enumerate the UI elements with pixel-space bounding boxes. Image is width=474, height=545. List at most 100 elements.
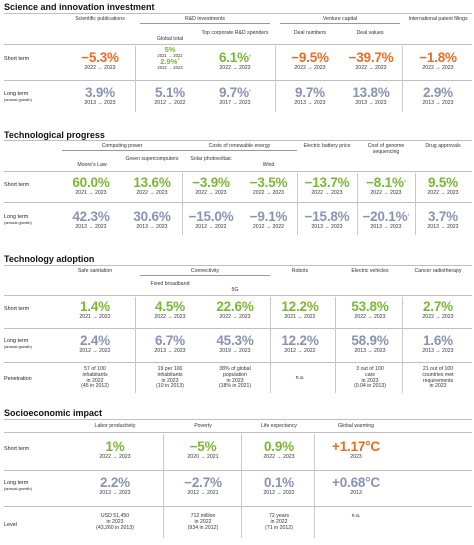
value-cell: 2.4% 2012 → 2022 bbox=[79, 333, 111, 355]
header-global-warming: Global warming bbox=[337, 423, 375, 429]
value-cell: 1% 2022 → 2023 bbox=[99, 439, 131, 461]
value-cell: 9.7% 2013 → 2023 bbox=[294, 85, 326, 107]
group-rule bbox=[62, 150, 182, 151]
row-label-long: Long term (annual growth) bbox=[4, 214, 32, 225]
value-cell: −15.8% 2013 → 2023 bbox=[304, 209, 350, 231]
level-text: USD 51,450 in 2023 (43,260 in 2013) bbox=[96, 513, 134, 531]
row-label-penetration: Penetration bbox=[4, 376, 32, 382]
header-patent-filings: International patent filings bbox=[408, 16, 468, 22]
header-ev: Electric vehicles bbox=[351, 268, 389, 274]
group-rule bbox=[182, 150, 297, 151]
header-genome: Cost of genome sequencing bbox=[367, 143, 405, 155]
divider bbox=[4, 295, 472, 296]
header-wind: Wind bbox=[262, 162, 275, 168]
value-cell: 2.9% 2013 → 2023 bbox=[422, 85, 454, 107]
column-divider bbox=[297, 173, 298, 235]
section-science: Science and innovation investment Scient… bbox=[0, 0, 474, 130]
value-cell: −5% 2020 → 2021 bbox=[187, 439, 219, 461]
value-cell: −2.7% 2012 → 2021 bbox=[184, 475, 222, 497]
value-cell: 1.4% 2021 → 2022 bbox=[79, 299, 111, 321]
header-green-supercomputers: Green supercomputers bbox=[125, 156, 179, 162]
group-venture-capital: Venture capital bbox=[322, 16, 358, 22]
value-cell: 13.8% 2013 → 2023 bbox=[352, 85, 390, 107]
row-label-short: Short term bbox=[4, 182, 30, 188]
penetration-text: 19 per 100 inhabitants in 2023 (10 in 20… bbox=[156, 366, 184, 390]
penetration-text: 57 of 100 inhabitants in 2022 (45 in 201… bbox=[81, 366, 109, 390]
value-cell: −9.1% 2012 → 2022 bbox=[249, 209, 288, 231]
column-divider bbox=[335, 297, 336, 393]
column-divider bbox=[402, 297, 403, 393]
divider bbox=[4, 44, 472, 45]
level-text: 72 years in 2022 (71 in 2012) bbox=[265, 513, 293, 531]
column-divider bbox=[135, 46, 136, 112]
header-labor-productivity: Labor productivity bbox=[94, 423, 136, 429]
divider bbox=[4, 328, 472, 329]
value-cell: 0.9% 2022 → 2023 bbox=[263, 439, 295, 461]
group-rule bbox=[140, 23, 270, 24]
value-cell: 53.8% 2022 → 2023 bbox=[351, 299, 389, 321]
column-divider bbox=[314, 434, 315, 538]
group-computing-power: Computing power bbox=[101, 143, 143, 149]
value-cell: 6.7% 2013 → 2023 bbox=[154, 333, 186, 355]
value-cell: 13.6% 2022 → 2023 bbox=[133, 175, 171, 197]
penetration-text: 38% of global population in 2023 (18% in… bbox=[218, 366, 252, 390]
value-cell: 5.1% 2012 → 2022 bbox=[154, 85, 186, 107]
column-divider bbox=[415, 173, 416, 235]
value-cell: 45.3% 2019 → 2023 bbox=[216, 333, 254, 355]
section-title: Technological progress bbox=[4, 130, 105, 140]
value-cell: 30.6% 2013 → 2023 bbox=[133, 209, 171, 231]
row-label-short: Short term bbox=[4, 56, 30, 62]
column-divider bbox=[357, 173, 358, 235]
row-label-level: Level bbox=[4, 522, 17, 528]
value-cell: −5.3% 2022 → 2023 bbox=[81, 50, 119, 72]
value-cell: 58.9% 2013 → 2023 bbox=[351, 333, 389, 355]
value-cell: −1.8% 2022 → 2023 bbox=[419, 50, 457, 72]
value-cell: −3.5% 2022 → 2023 bbox=[249, 175, 288, 197]
value-cell: 42.3% 2013 → 2023 bbox=[72, 209, 110, 231]
penetration-text: 3 out of 100 cars in 2023 (0.04 in 2013) bbox=[353, 366, 386, 390]
divider bbox=[4, 419, 472, 420]
column-divider bbox=[163, 434, 164, 538]
value-cell: 2.2% 2013 → 2023 bbox=[99, 475, 131, 497]
header-poverty: Poverty bbox=[194, 423, 212, 429]
value-cell: 12.2% 2021 → 2022 bbox=[281, 299, 319, 321]
value-cell: −3.9% 2022 → 2023 bbox=[192, 175, 230, 197]
column-divider bbox=[241, 434, 242, 538]
divider bbox=[4, 140, 472, 141]
column-divider bbox=[275, 46, 276, 112]
header-deal-values: Deal values bbox=[356, 30, 384, 36]
value-cell: 2.7% 2022 → 2023 bbox=[422, 299, 454, 321]
row-label-long: Long term (annual growth) bbox=[4, 338, 32, 349]
row-label-long: Long term (annual growth) bbox=[4, 480, 32, 491]
group-rule bbox=[140, 275, 270, 276]
section-title: Science and innovation investment bbox=[4, 2, 155, 12]
header-5g: 5G bbox=[231, 287, 239, 293]
value-cell: 4.5% 2022 → 2023 bbox=[154, 299, 186, 321]
row-label-short: Short term bbox=[4, 306, 30, 312]
column-divider bbox=[402, 46, 403, 112]
value-cell: 6.1%* 2022 → 2023 bbox=[218, 50, 252, 72]
value-cell: 9.7%* 2017 → 2023 bbox=[218, 85, 252, 107]
level-text: n.a. bbox=[351, 513, 361, 519]
section-tech: Technological progress Computing power C… bbox=[0, 126, 474, 246]
divider bbox=[4, 80, 472, 81]
divider bbox=[4, 506, 472, 507]
header-moores-law: Moore's Law bbox=[77, 162, 107, 168]
divider bbox=[4, 171, 472, 172]
section-title: Socioeconomic impact bbox=[4, 408, 103, 418]
value-cell: −9.5% 2022 → 2023 bbox=[291, 50, 329, 72]
value-cell: −8.1%* 2022 → 2023 bbox=[366, 175, 406, 197]
value-cell: 9.5% 2022 → 2023 bbox=[427, 175, 459, 197]
value-cell: −15.0% 2012 → 2022 bbox=[188, 209, 234, 231]
divider bbox=[4, 362, 472, 363]
header-deal-numbers: Deal numbers bbox=[293, 30, 327, 36]
divider bbox=[4, 432, 472, 433]
header-corporate-rd: Top corporate R&D spenders bbox=[201, 30, 269, 36]
header-global-total: Global total bbox=[156, 36, 184, 42]
divider bbox=[4, 202, 472, 203]
header-battery: Electric battery price bbox=[303, 143, 351, 149]
divider bbox=[4, 13, 472, 14]
penetration-text: 21 out of 100 countries met requirements… bbox=[422, 366, 454, 390]
header-publications: Scientific publications bbox=[75, 16, 125, 22]
header-life-expectancy: Life expectancy bbox=[260, 423, 298, 429]
